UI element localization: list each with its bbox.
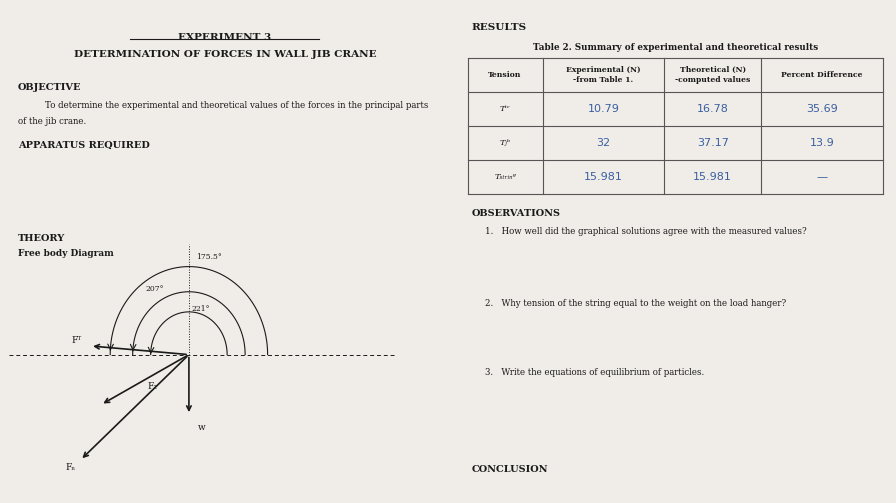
Text: Tension: Tension — [488, 71, 521, 79]
Text: Fᵀ: Fᵀ — [71, 337, 82, 346]
Text: EXPERIMENT 3: EXPERIMENT 3 — [178, 33, 271, 42]
Text: 10.79: 10.79 — [588, 104, 619, 114]
Text: 2.   Why tension of the string equal to the weight on the load hanger?: 2. Why tension of the string equal to th… — [486, 299, 787, 308]
Text: Table 2. Summary of experimental and theoretical results: Table 2. Summary of experimental and the… — [532, 43, 818, 52]
Text: 16.78: 16.78 — [697, 104, 728, 114]
Text: Experimental (N)
-from Table 1.: Experimental (N) -from Table 1. — [566, 66, 641, 83]
Text: CONCLUSION: CONCLUSION — [472, 465, 548, 474]
Text: 221°: 221° — [191, 305, 210, 313]
Text: RESULTS: RESULTS — [472, 23, 527, 32]
Text: Theoretical (N)
-computed values: Theoretical (N) -computed values — [675, 66, 750, 83]
Text: of the jib crane.: of the jib crane. — [18, 117, 86, 126]
Text: 15.981: 15.981 — [584, 172, 623, 182]
Text: 35.69: 35.69 — [806, 104, 838, 114]
Text: Free body Diagram: Free body Diagram — [18, 249, 114, 258]
Text: Tᵗᶜ: Tᵗᶜ — [500, 105, 511, 113]
Text: OBJECTIVE: OBJECTIVE — [18, 83, 82, 92]
Text: THEORY: THEORY — [18, 234, 65, 243]
Text: Tₛₜᵣᵢₙᵍ: Tₛₜᵣᵢₙᵍ — [494, 173, 516, 181]
Text: w: w — [198, 423, 206, 432]
Text: Tⱼᵇ: Tⱼᵇ — [499, 139, 511, 147]
Text: —: — — [816, 172, 828, 182]
Text: 13.9: 13.9 — [810, 138, 834, 148]
Text: DETERMINATION OF FORCES IN WALL JIB CRANE: DETERMINATION OF FORCES IN WALL JIB CRAN… — [73, 50, 376, 59]
Text: Percent Difference: Percent Difference — [781, 71, 863, 79]
Text: OBSERVATIONS: OBSERVATIONS — [472, 209, 561, 218]
Text: 3.   Write the equations of equilibrium of particles.: 3. Write the equations of equilibrium of… — [486, 368, 704, 377]
Text: 207°: 207° — [146, 285, 164, 293]
Text: 37.17: 37.17 — [697, 138, 728, 148]
Text: 175.5°: 175.5° — [195, 253, 221, 261]
Text: Fₙ: Fₙ — [65, 463, 76, 472]
Text: APPARATUS REQUIRED: APPARATUS REQUIRED — [18, 141, 150, 150]
Text: 32: 32 — [597, 138, 610, 148]
Text: F₂: F₂ — [148, 382, 158, 391]
Text: 15.981: 15.981 — [694, 172, 732, 182]
Text: To determine the experimental and theoretical values of the forces in the princi: To determine the experimental and theore… — [45, 101, 428, 110]
Text: 1.   How well did the graphical solutions agree with the measured values?: 1. How well did the graphical solutions … — [486, 227, 807, 236]
